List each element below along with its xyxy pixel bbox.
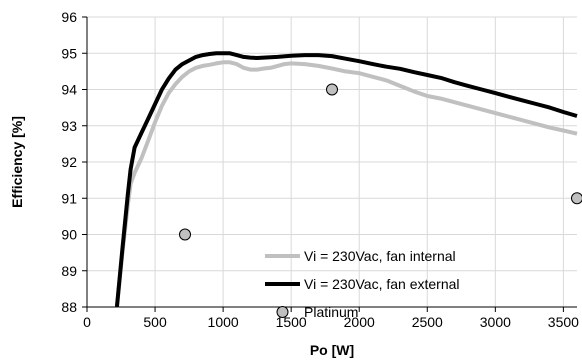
x-tick-label-2500: 2500 [412, 314, 443, 330]
legend-label-fan-external: Vi = 230Vac, fan external [304, 276, 460, 292]
x-tick-label-1500: 1500 [276, 314, 307, 330]
y-tick-label-92: 92 [61, 154, 77, 170]
data-point-platinum-2 [571, 192, 582, 205]
y-tick-label-96: 96 [61, 9, 77, 25]
legend-label-platinum: Platinum [304, 304, 358, 320]
data-point-platinum-0 [179, 228, 191, 241]
y-tick-label-88: 88 [61, 299, 77, 315]
series-line-vi-230vac-fan-internal [114, 60, 578, 308]
y-tick-label-89: 89 [61, 263, 77, 279]
x-axis-title: Po [W] [310, 342, 354, 358]
legend: Vi = 230Vac, fan internal Vi = 230Vac, f… [265, 248, 460, 320]
y-tick-label-94: 94 [61, 82, 77, 98]
series-line-vi-230vac-fan-external [114, 51, 578, 308]
legend-label-fan-internal: Vi = 230Vac, fan internal [304, 248, 456, 264]
x-tick-label-3500: 3500 [548, 314, 579, 330]
y-axis-ticks: 88 89 90 91 92 93 94 95 96 [61, 9, 87, 315]
x-tick-label-3000: 3000 [480, 314, 511, 330]
series-layer [114, 51, 582, 308]
x-tick-label-1000: 1000 [208, 314, 239, 330]
x-tick-label-500: 500 [143, 314, 167, 330]
x-tick-label-2000: 2000 [344, 314, 375, 330]
x-tick-label-0: 0 [83, 314, 91, 330]
y-tick-label-95: 95 [61, 45, 77, 61]
y-axis-title: Efficiency [%] [9, 116, 25, 208]
x-axis-ticks: 0 500 1000 1500 2000 2500 3000 3500 [83, 307, 579, 330]
y-tick-label-93: 93 [61, 118, 77, 134]
data-point-platinum-1 [326, 83, 338, 96]
legend-marker-platinum [276, 306, 289, 318]
y-tick-label-91: 91 [61, 190, 77, 206]
y-tick-label-90: 90 [61, 227, 77, 243]
